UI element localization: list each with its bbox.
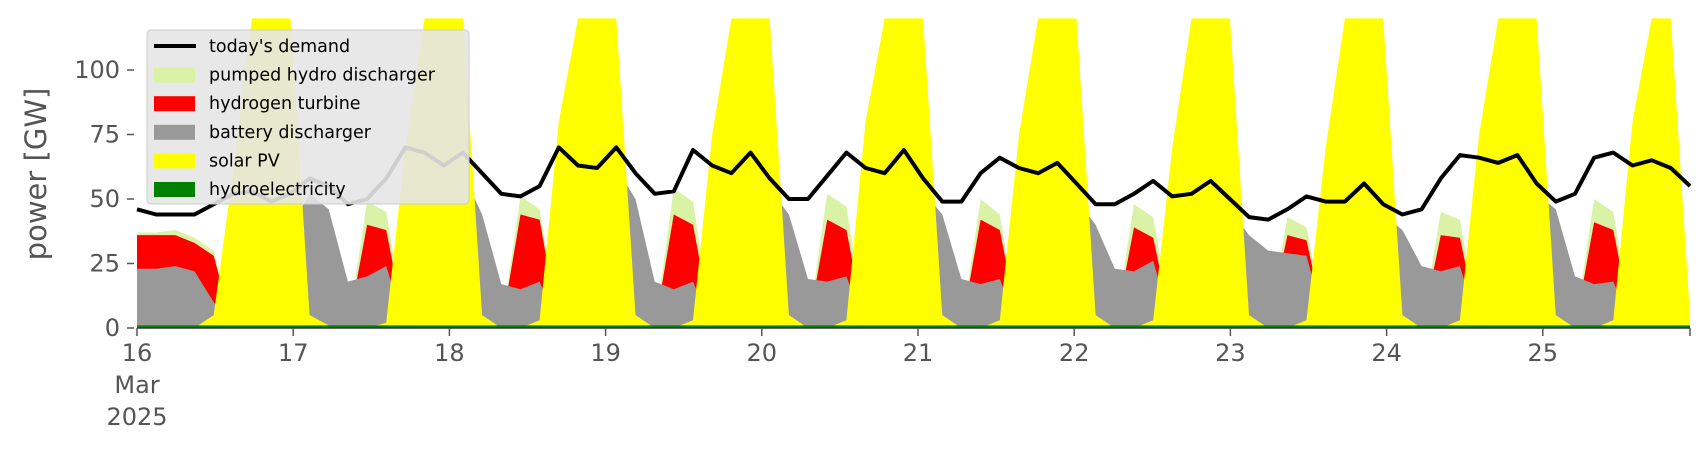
- x-tick-label: 19: [590, 339, 621, 367]
- legend-swatch-pumped-hydro-discharger: [154, 67, 195, 83]
- x-tick-label: 18: [434, 339, 465, 367]
- x-tick-label-extra: Mar: [114, 371, 159, 399]
- x-tick-label: 25: [1528, 339, 1559, 367]
- legend: today's demand pumped hydro discharger hyd…: [146, 29, 470, 205]
- legend-label-hydroelectricity: hydroelectricity: [209, 180, 346, 200]
- y-tick-label: 25: [89, 250, 120, 278]
- legend-swatch-hydrogen-turbine: [154, 96, 195, 112]
- solar-pv-area: [137, 18, 1690, 329]
- legend-swatch-battery-discharger: [154, 124, 195, 140]
- y-tick-label: 0: [105, 314, 120, 342]
- axes: 0 25 50 75 100 16 17 18 19 20 21 22 23 24 25 Mar 2025: [74, 56, 1691, 431]
- x-tick-label: 17: [278, 339, 309, 367]
- stacked-areas: [137, 18, 1690, 329]
- y-tick-label: 100: [74, 56, 120, 84]
- y-tick-label: 75: [89, 121, 120, 149]
- x-tick-label: 21: [903, 339, 934, 367]
- x-tick-label: 23: [1215, 339, 1246, 367]
- x-tick-label: 22: [1059, 339, 1090, 367]
- y-tick-label: 50: [89, 185, 120, 213]
- x-tick-label: 20: [747, 339, 778, 367]
- x-tick-label: 16: [122, 339, 153, 367]
- legend-label-today-s-demand: today's demand: [209, 37, 350, 57]
- legend-label-hydrogen-turbine: hydrogen turbine: [209, 94, 361, 114]
- legend-swatch-solar-pv: [154, 153, 195, 169]
- x-tick-label-extra: 2025: [106, 403, 167, 431]
- legend-label-battery-discharger: battery discharger: [209, 123, 372, 143]
- legend-box: [146, 29, 470, 205]
- legend-label-solar-pv: solar PV: [209, 151, 280, 171]
- legend-label-pumped-hydro-discharger: pumped hydro discharger: [209, 66, 436, 86]
- y-axis-label: power [GW]: [19, 88, 53, 261]
- x-tick-label: 24: [1371, 339, 1402, 367]
- legend-swatch-hydroelectricity: [154, 182, 195, 197]
